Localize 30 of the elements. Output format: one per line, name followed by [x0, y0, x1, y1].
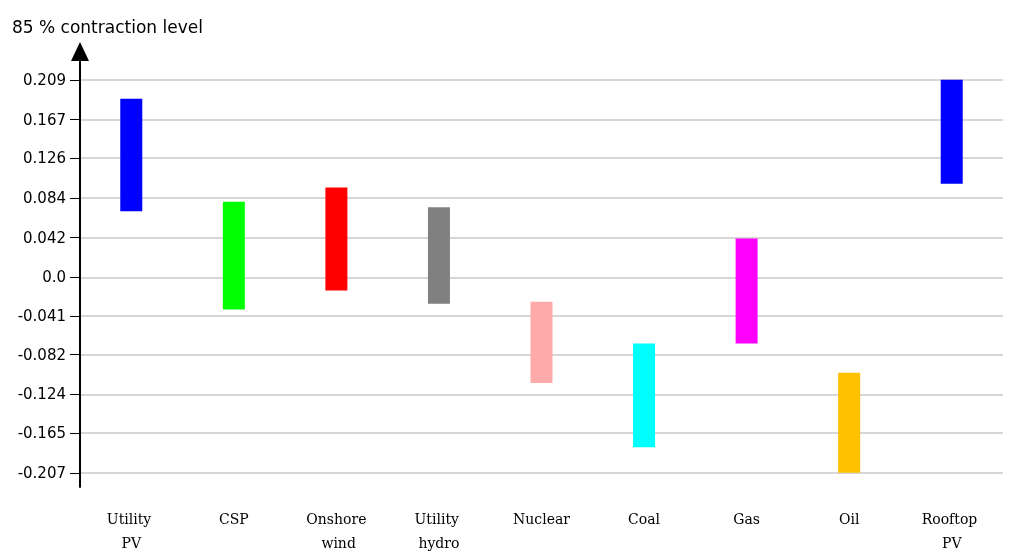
x-tick-label: Gas: [733, 511, 760, 527]
y-tick-label: -0.165: [17, 424, 66, 443]
y-axis-title: 85 % contraction level: [12, 16, 203, 37]
x-tick-label: Nuclear: [513, 511, 571, 527]
bar: [222, 201, 245, 310]
bar: [838, 372, 861, 473]
y-tick-label: -0.124: [17, 385, 66, 404]
bar: [427, 207, 450, 304]
x-tick-label: Oil: [838, 511, 860, 527]
y-tick-label: 0.0: [42, 268, 66, 287]
x-tick-label: Rooftop PV: [921, 511, 982, 551]
bar: [530, 301, 553, 384]
x-tick-label: Utility PV: [106, 511, 156, 551]
x-tick-label: Utility hydro: [414, 511, 464, 551]
x-tick-label: Onshore wind: [306, 511, 367, 551]
bar: [735, 238, 758, 344]
y-tick-label: -0.082: [17, 345, 66, 364]
y-tick-label: 0.042: [23, 228, 66, 247]
x-tick-label: CSP: [218, 511, 249, 527]
y-tick-label: -0.041: [17, 307, 66, 326]
y-tick-label: 0.209: [23, 70, 66, 89]
y-tick-label: 0.167: [23, 110, 66, 129]
bar: [940, 79, 963, 184]
x-tick-label: Coal: [628, 511, 661, 527]
y-tick-label: 0.084: [23, 188, 66, 207]
y-tick-label: 0.126: [23, 149, 66, 168]
bar: [325, 187, 348, 291]
y-tick-label: -0.207: [17, 463, 66, 482]
bar: [633, 343, 656, 448]
bar: [120, 98, 143, 212]
